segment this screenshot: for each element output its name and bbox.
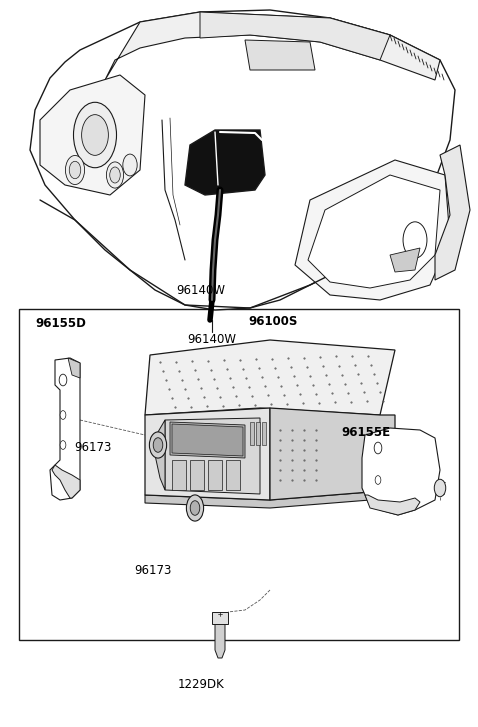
Text: 96173: 96173 — [74, 441, 111, 454]
Polygon shape — [172, 424, 243, 456]
Polygon shape — [295, 160, 450, 300]
Polygon shape — [390, 248, 420, 272]
Polygon shape — [105, 12, 440, 80]
Polygon shape — [165, 418, 260, 494]
Circle shape — [190, 501, 200, 515]
Polygon shape — [172, 460, 186, 490]
Polygon shape — [365, 495, 420, 515]
Circle shape — [107, 162, 124, 188]
Polygon shape — [215, 620, 225, 658]
Polygon shape — [250, 422, 254, 445]
Polygon shape — [145, 408, 270, 500]
Polygon shape — [200, 12, 390, 60]
Polygon shape — [50, 358, 80, 500]
Circle shape — [153, 438, 163, 452]
Polygon shape — [145, 490, 395, 508]
Circle shape — [375, 475, 381, 484]
Circle shape — [60, 441, 66, 449]
Circle shape — [69, 161, 81, 179]
Circle shape — [82, 115, 109, 156]
Circle shape — [435, 479, 446, 497]
Polygon shape — [435, 145, 470, 280]
Polygon shape — [40, 75, 145, 195]
Polygon shape — [208, 460, 222, 490]
Circle shape — [59, 374, 67, 386]
Polygon shape — [185, 130, 265, 195]
Polygon shape — [308, 175, 440, 288]
Text: 96140W: 96140W — [176, 284, 225, 297]
Polygon shape — [52, 465, 80, 498]
Polygon shape — [145, 340, 395, 415]
Polygon shape — [190, 460, 204, 490]
Circle shape — [74, 103, 117, 168]
Polygon shape — [212, 612, 228, 624]
Polygon shape — [226, 460, 240, 490]
Polygon shape — [262, 422, 266, 445]
Circle shape — [186, 495, 204, 521]
Polygon shape — [68, 358, 80, 378]
Text: 96155E: 96155E — [342, 426, 391, 439]
Polygon shape — [30, 10, 455, 310]
Circle shape — [65, 156, 85, 185]
Text: 96155D: 96155D — [36, 317, 87, 330]
Circle shape — [150, 432, 167, 458]
Circle shape — [123, 154, 137, 176]
Text: 96140W: 96140W — [187, 333, 237, 346]
Polygon shape — [245, 40, 315, 70]
Circle shape — [110, 167, 120, 183]
Polygon shape — [270, 408, 395, 500]
Polygon shape — [362, 428, 440, 515]
Polygon shape — [256, 422, 260, 445]
Polygon shape — [155, 420, 165, 490]
Circle shape — [403, 222, 427, 258]
Bar — [19, 309, 459, 640]
Circle shape — [60, 411, 66, 419]
Circle shape — [374, 442, 382, 454]
Text: 96100S: 96100S — [249, 315, 298, 328]
Text: 1229DK: 1229DK — [177, 678, 224, 691]
Polygon shape — [170, 422, 245, 458]
Text: 96173: 96173 — [134, 564, 171, 577]
